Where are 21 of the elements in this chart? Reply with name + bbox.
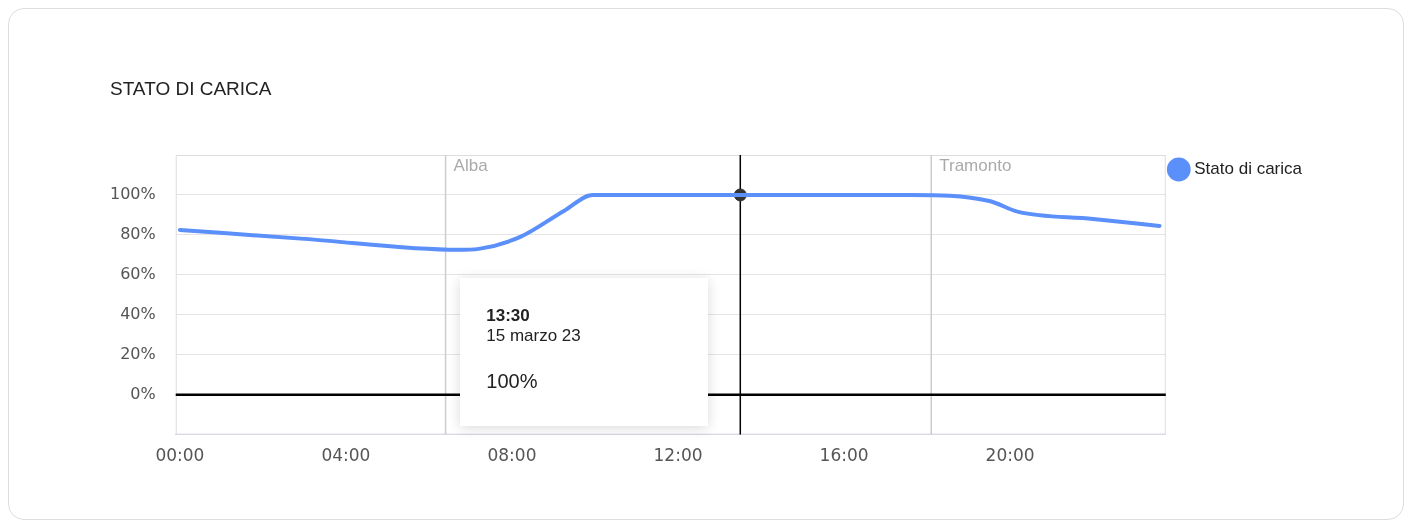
annotation: 13:30 bbox=[486, 306, 531, 326]
y-tick-label: 20% bbox=[120, 343, 156, 363]
annotation: 100% bbox=[486, 370, 539, 393]
x-tick-label: 12:00 bbox=[653, 445, 703, 466]
x-tick-label: 16:00 bbox=[819, 445, 869, 466]
chart-title: STATO DI CARICA bbox=[110, 78, 272, 100]
ref-line-label: Alba bbox=[453, 156, 489, 176]
y-tick-label: 0% bbox=[130, 383, 156, 403]
y-tick-label: 40% bbox=[120, 303, 156, 323]
x-tick-label: 00:00 bbox=[155, 445, 205, 466]
x-tick-label: 08:00 bbox=[487, 445, 537, 466]
y-tick-label: 80% bbox=[120, 224, 156, 244]
x-tick-label: 20:00 bbox=[985, 445, 1035, 466]
legend-label: Stato di carica bbox=[1194, 159, 1303, 179]
y-tick-label: 100% bbox=[109, 184, 156, 204]
line-series bbox=[177, 192, 1162, 252]
annotation: 15 marzo 23 bbox=[486, 326, 582, 346]
x-tick-label: 04:00 bbox=[321, 445, 371, 466]
y-tick-label: 60% bbox=[120, 263, 156, 283]
ref-line-label: Tramonto bbox=[939, 156, 1012, 176]
tooltip-card: 13:30 15 marzo 23 100% bbox=[460, 278, 709, 426]
